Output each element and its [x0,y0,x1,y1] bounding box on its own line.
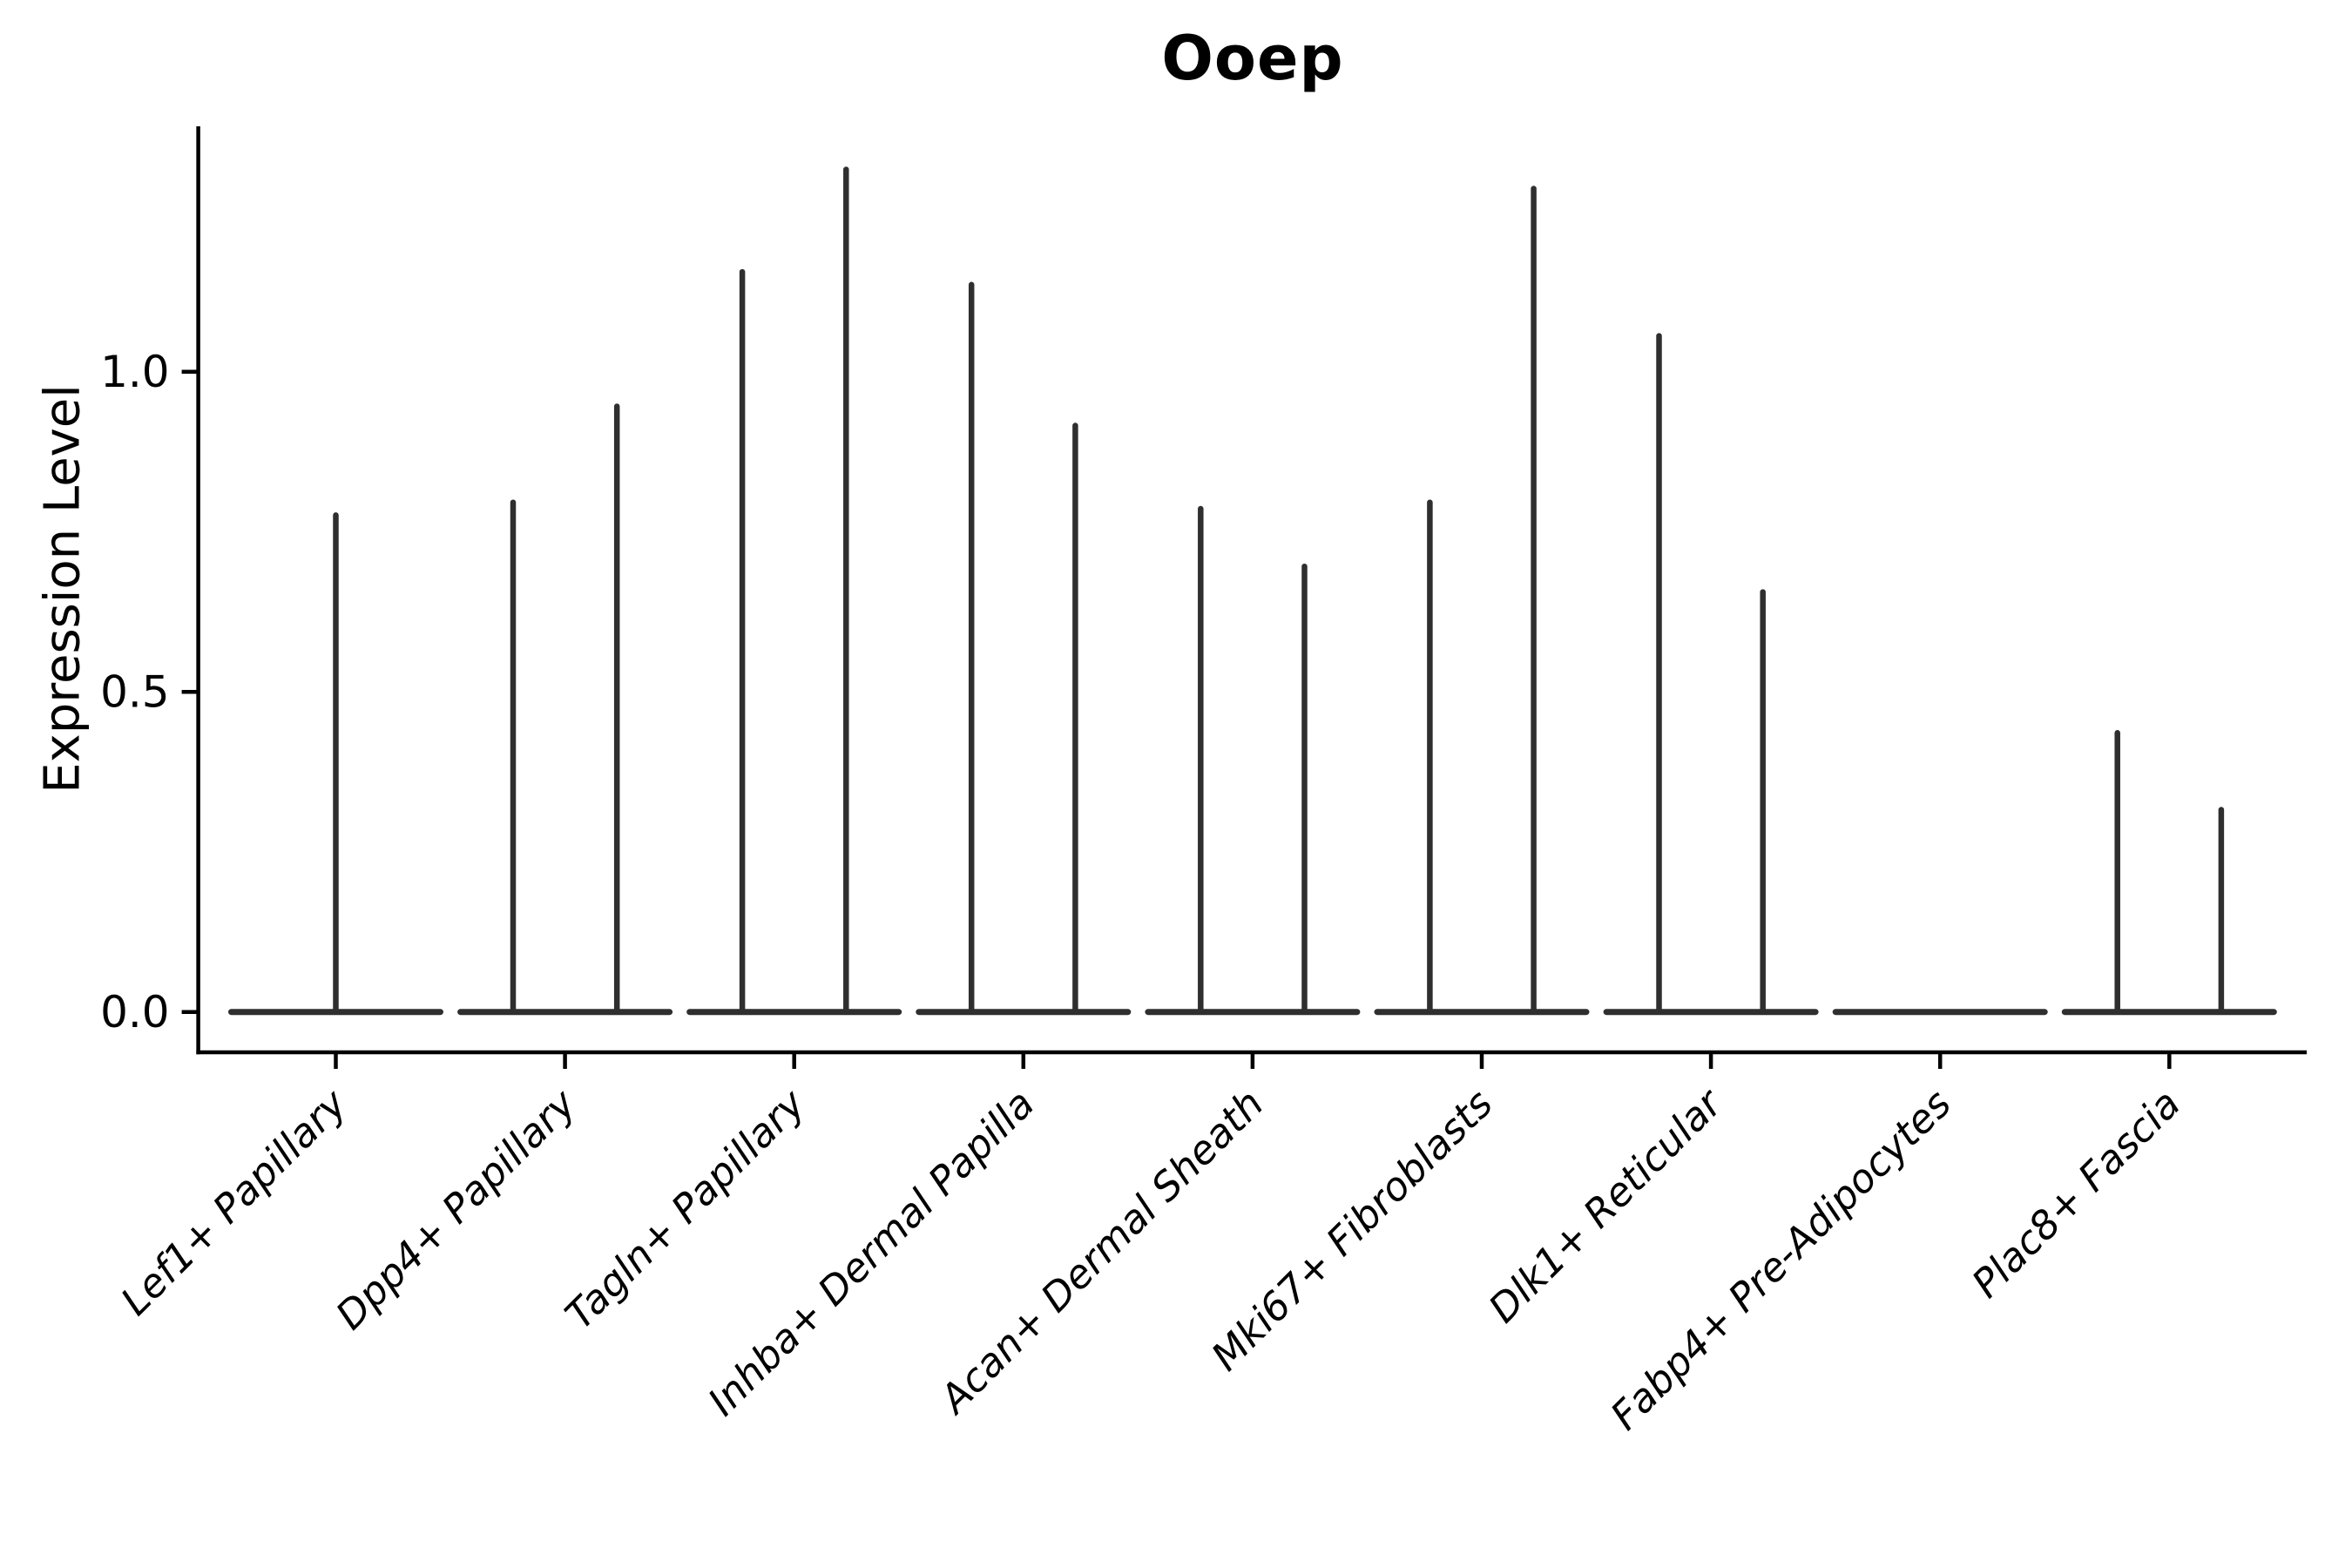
y-tick-label: 0.0 [100,987,170,1037]
violin-group [1603,333,1819,1016]
violin-group [1374,186,1590,1016]
x-tick-label: Plac8+ Fascia [1963,1080,2189,1307]
x-tick-label: Lef1+ Papillary [112,1079,356,1324]
x-tick-label: Dlk1+ Reticular [1480,1079,1733,1332]
x-tick-label: Dpp4+ Papillary [327,1079,585,1338]
violin-group [457,403,673,1016]
chart-title: Ooep [1161,23,1344,94]
violins-layer [228,166,2277,1016]
violin-group [686,166,902,1016]
violin-group [1145,505,1361,1016]
y-tick-label: 0.5 [100,667,170,718]
violin-group [228,512,443,1016]
violin-group [2061,730,2277,1016]
y-tick-label: 1.0 [100,347,170,397]
x-tick-label: Tagln+ Papillary [557,1079,815,1338]
y-axis: 0.0 0.5 1.0 [100,347,199,1037]
violin-group [916,281,1132,1016]
